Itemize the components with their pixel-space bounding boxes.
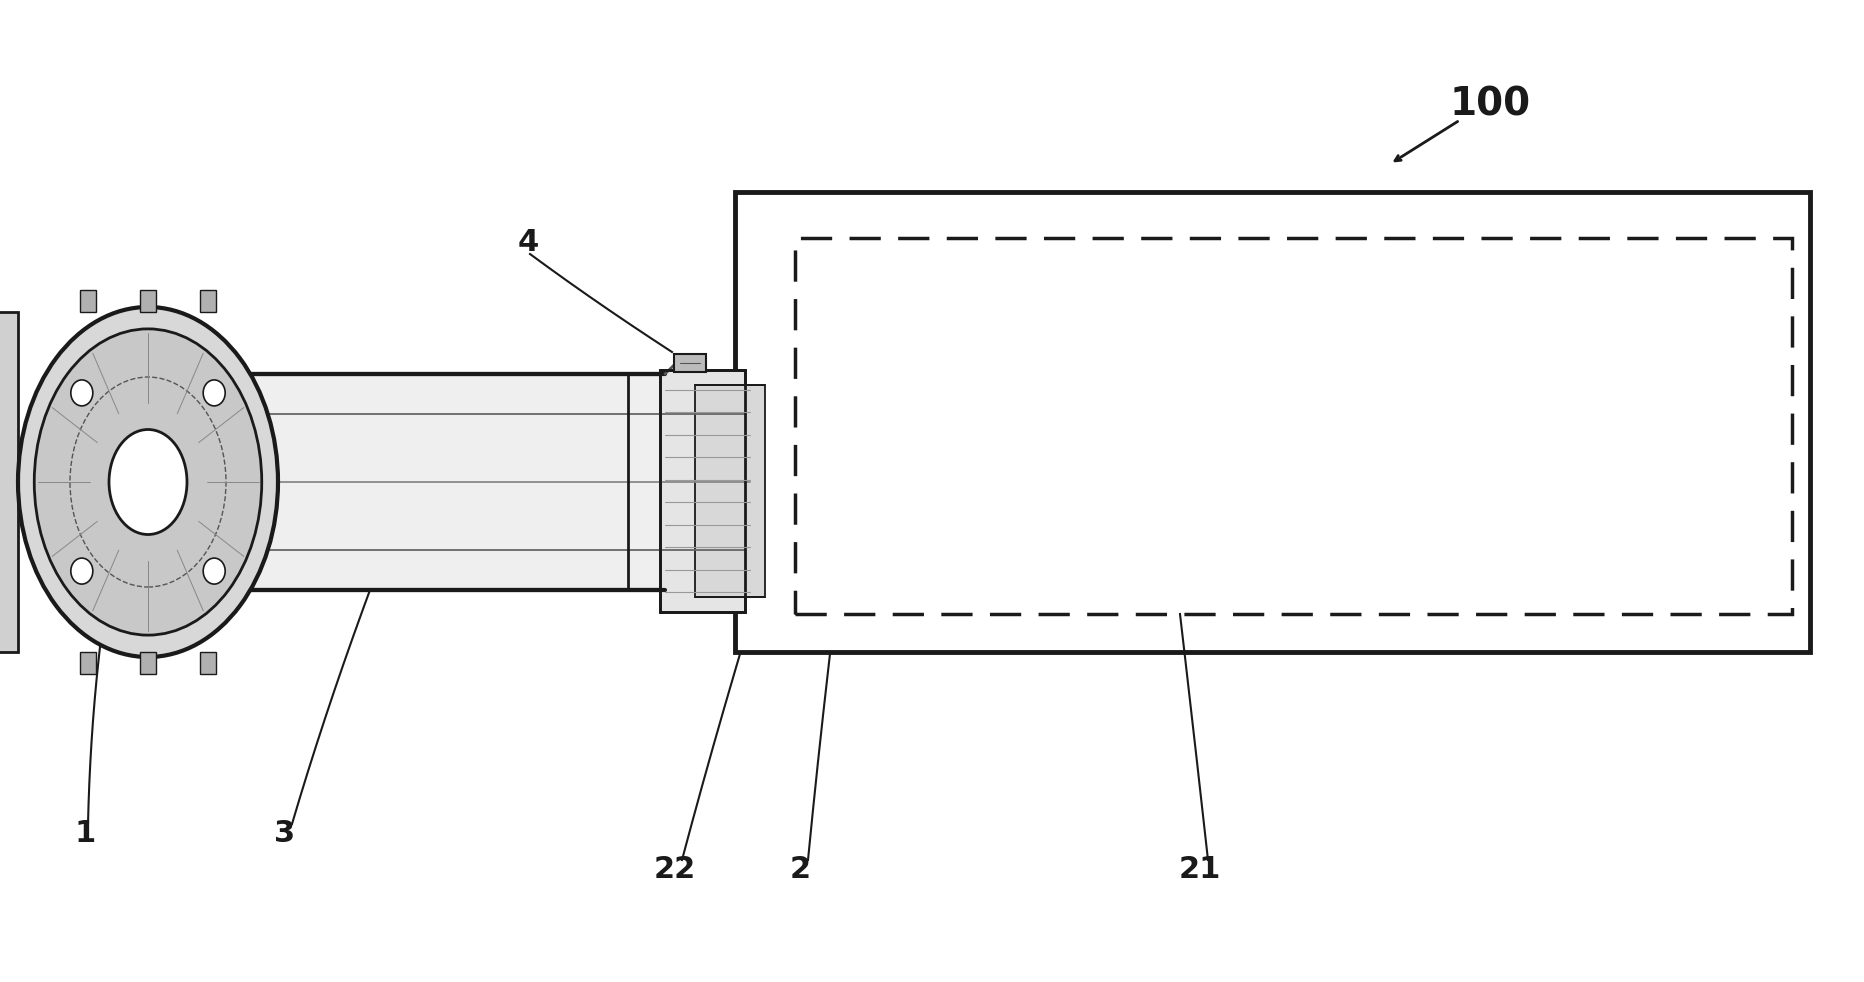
- Text: 21: 21: [1178, 855, 1221, 885]
- Ellipse shape: [203, 558, 226, 584]
- Ellipse shape: [34, 329, 261, 635]
- Bar: [140, 290, 157, 312]
- Text: 22: 22: [654, 855, 695, 885]
- Bar: [199, 290, 216, 312]
- Bar: [0, 312, 19, 652]
- Bar: [794, 238, 1791, 614]
- Ellipse shape: [108, 429, 186, 534]
- Bar: [155, 374, 665, 590]
- Bar: [660, 370, 744, 612]
- Bar: [140, 652, 157, 674]
- Bar: [80, 652, 95, 674]
- Text: 1: 1: [75, 820, 95, 848]
- Ellipse shape: [71, 558, 93, 584]
- Text: 2: 2: [788, 855, 811, 885]
- Text: 4: 4: [516, 228, 539, 256]
- Bar: [734, 192, 1810, 652]
- Ellipse shape: [71, 380, 93, 406]
- Ellipse shape: [203, 380, 226, 406]
- Bar: [673, 354, 706, 372]
- Text: 3: 3: [274, 820, 295, 848]
- Bar: [695, 385, 764, 597]
- Bar: [199, 652, 216, 674]
- Text: 100: 100: [1448, 85, 1530, 123]
- Bar: [80, 290, 95, 312]
- Ellipse shape: [19, 307, 278, 657]
